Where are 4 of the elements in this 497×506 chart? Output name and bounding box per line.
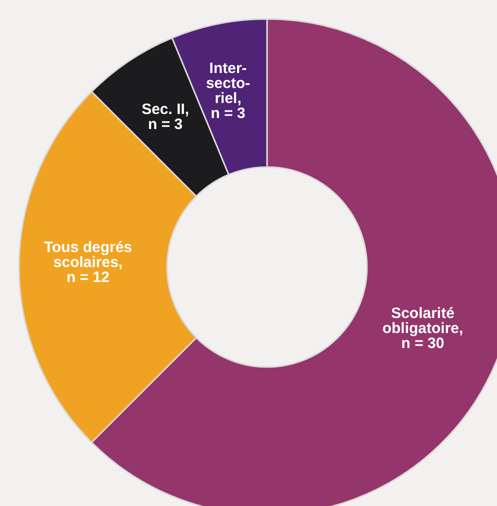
slice-label: Sec. II, n = 3 [142, 101, 190, 134]
slice-label: Tous degrés scolaires, n = 12 [42, 238, 134, 286]
slice-label: Scolarité obligatoire, n = 30 [381, 304, 464, 352]
slice-label: Inter- secto- riel, n = 3 [206, 60, 250, 122]
